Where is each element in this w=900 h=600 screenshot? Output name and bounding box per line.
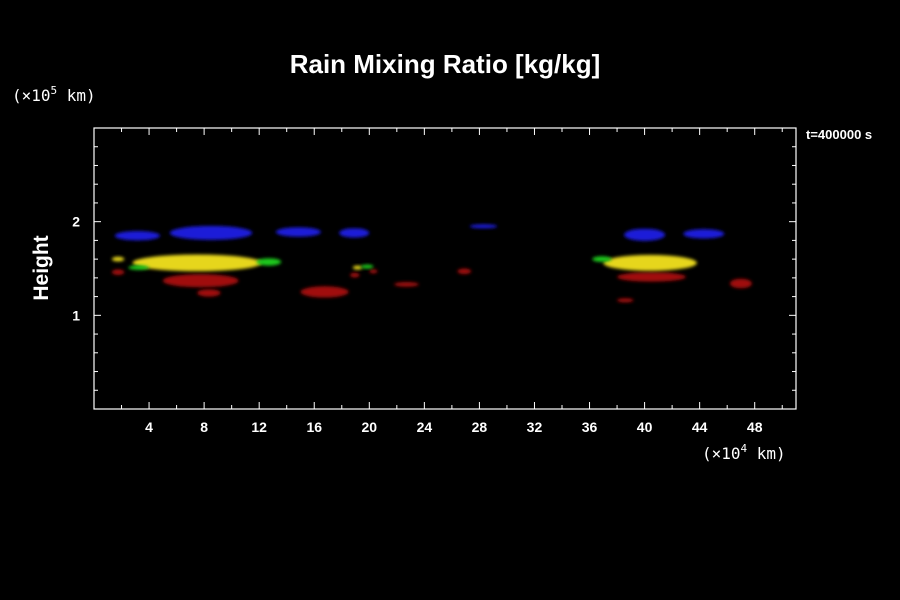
y-tick-label: 1 <box>72 307 80 323</box>
rain-blob-red-19 <box>350 272 360 278</box>
rain-blob-green-14 <box>128 265 149 270</box>
rain-blob-red-20 <box>369 269 378 274</box>
y-unit-label: (×105 km) <box>12 84 96 105</box>
rain-blob-red-16 <box>197 289 221 297</box>
x-tick-label: 8 <box>200 419 208 435</box>
x-tick-label: 36 <box>582 419 598 435</box>
x-tick-label: 28 <box>472 419 488 435</box>
time-stamp: t=400000 s <box>806 127 872 142</box>
x-unit-exponent: 4 <box>741 442 748 455</box>
x-unit-label: (×104 km) <box>702 442 786 463</box>
y-unit-exponent: 5 <box>51 84 58 97</box>
rain-blob-red-21 <box>394 282 419 287</box>
rain-blob-blue-1 <box>169 225 253 240</box>
chart-title: Rain Mixing Ratio [kg/kg] <box>290 49 601 79</box>
rain-blob-blue-0 <box>114 231 161 241</box>
y-unit-suffix: km) <box>57 86 96 105</box>
rain-blob-red-18 <box>300 286 349 298</box>
rain-field <box>111 224 752 303</box>
rain-blob-yellow-9 <box>111 256 125 262</box>
x-tick-label: 16 <box>306 419 322 435</box>
rain-blob-blue-3 <box>339 228 370 238</box>
x-tick-label: 44 <box>692 419 708 435</box>
x-tick-label: 4 <box>145 419 153 435</box>
rain-blob-red-15 <box>162 274 239 288</box>
x-tick-label: 48 <box>747 419 763 435</box>
rain-blob-yellow-7 <box>132 254 262 272</box>
rain-blob-red-24 <box>729 278 752 289</box>
x-tick-label: 40 <box>637 419 653 435</box>
rain-blob-blue-2 <box>275 227 322 237</box>
rain-blob-blue-4 <box>469 224 498 229</box>
rain-blob-red-17 <box>111 269 125 276</box>
x-unit-prefix: (×10 <box>702 444 741 463</box>
y-unit-prefix: (×10 <box>12 86 51 105</box>
x-tick-label: 12 <box>251 419 267 435</box>
plot-frame <box>93 127 797 410</box>
x-tick-label: 32 <box>527 419 543 435</box>
x-unit-suffix: km) <box>747 444 786 463</box>
rain-blob-blue-5 <box>624 228 666 241</box>
rain-blob-yellow-8 <box>603 254 697 271</box>
rain-blob-red-25 <box>617 298 634 303</box>
rain-blob-green-13 <box>361 264 374 269</box>
rain-blob-red-22 <box>457 268 472 275</box>
rain-blob-green-12 <box>592 256 612 262</box>
rain-blob-blue-6 <box>683 229 725 239</box>
x-tick-label: 24 <box>417 419 433 435</box>
rain-blob-yellow-10 <box>352 265 363 270</box>
rain-blob-green-11 <box>256 258 282 266</box>
rain-blob-red-23 <box>617 272 686 282</box>
x-tick-label: 20 <box>362 419 378 435</box>
y-tick-label: 2 <box>72 214 80 230</box>
y-axis-label: Height <box>30 235 53 300</box>
